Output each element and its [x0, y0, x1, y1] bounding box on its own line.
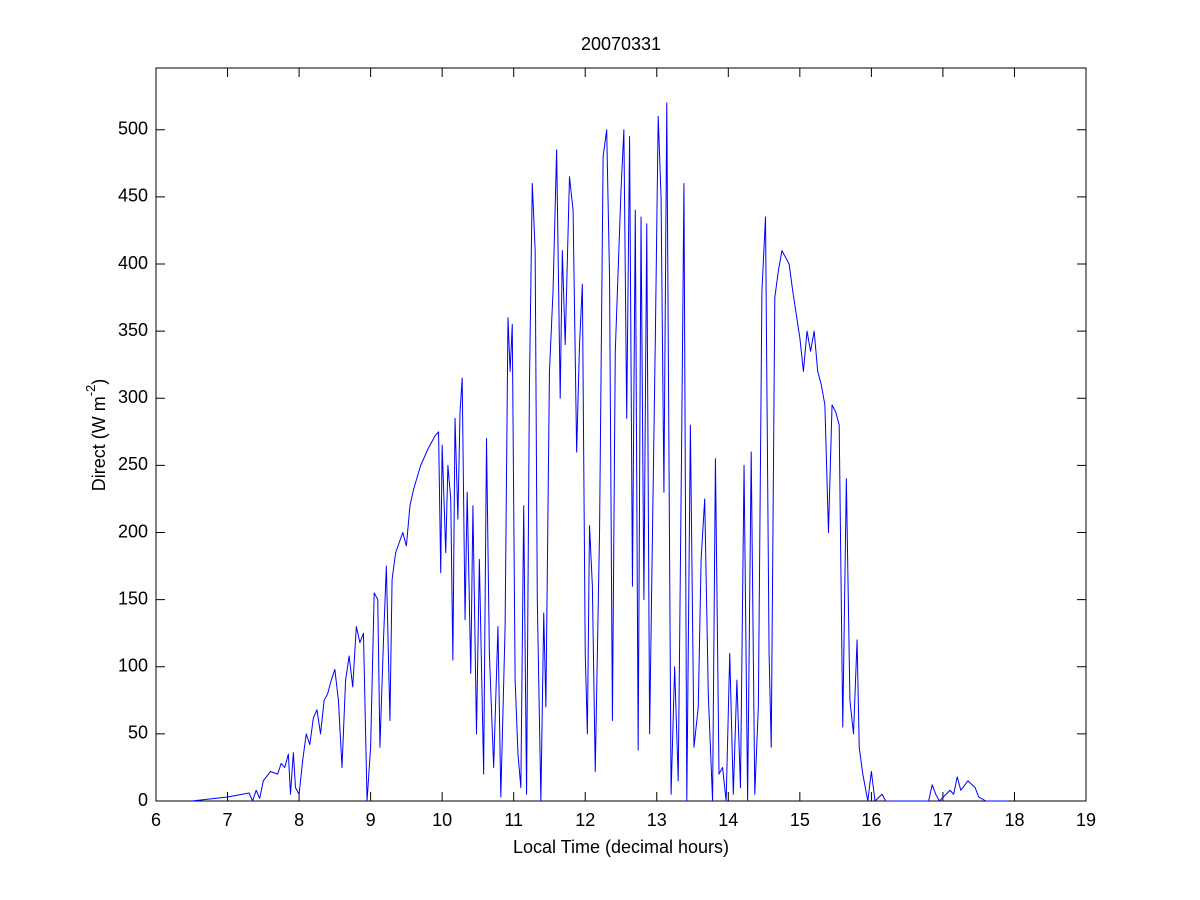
y-tick-label: 200: [118, 521, 148, 541]
x-tick-label: 16: [861, 810, 881, 830]
x-tick-label: 13: [647, 810, 667, 830]
x-tick-label: 6: [151, 810, 161, 830]
x-axis-label: Local Time (decimal hours): [513, 837, 729, 857]
y-tick-label: 100: [118, 656, 148, 676]
y-axis-label: Direct (W m-2): [83, 379, 108, 492]
data-line: [191, 102, 1008, 802]
y-tick-label: 350: [118, 320, 148, 340]
y-tick-label: 450: [118, 186, 148, 206]
x-tick-label: 18: [1004, 810, 1024, 830]
y-tick-label: 400: [118, 253, 148, 273]
y-tick-label: 500: [118, 119, 148, 139]
x-tick-label: 7: [223, 810, 233, 830]
y-axis-label-suffix: ): [89, 379, 109, 385]
x-tick-label: 14: [718, 810, 738, 830]
plot-frame: [155, 67, 1087, 802]
x-tick-label: 17: [933, 810, 953, 830]
x-tick-label: 12: [575, 810, 595, 830]
y-tick-label: 150: [118, 588, 148, 608]
y-tick-label: 50: [128, 723, 148, 743]
y-tick-label: 0: [138, 790, 148, 810]
y-tick-label: 250: [118, 454, 148, 474]
y-axis-label-superscript: -2: [83, 385, 98, 397]
y-axis-label-text: Direct (W m: [89, 396, 109, 491]
x-tick-label: 9: [366, 810, 376, 830]
chart-title: 20070331: [581, 34, 661, 54]
x-tick-label: 15: [790, 810, 810, 830]
x-tick-label: 19: [1076, 810, 1096, 830]
y-tick-label: 300: [118, 387, 148, 407]
x-tick-label: 8: [294, 810, 304, 830]
x-tick-label: 10: [432, 810, 452, 830]
x-tick-label: 11: [504, 810, 523, 830]
